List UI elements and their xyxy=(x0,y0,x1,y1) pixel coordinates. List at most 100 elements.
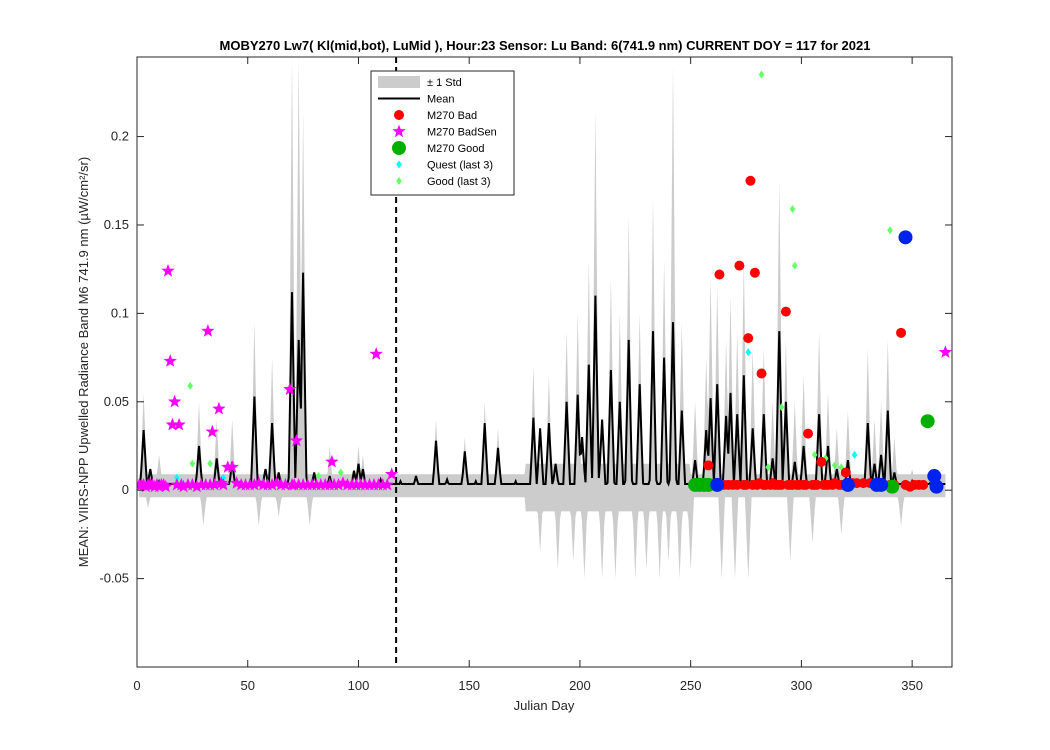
series-m270-badsen xyxy=(137,263,952,493)
legend-label: Quest (last 3) xyxy=(427,160,493,172)
series-m270-good xyxy=(688,414,935,494)
bad-point xyxy=(780,306,791,317)
legend-label: Good (last 3) xyxy=(427,176,491,188)
bad-point xyxy=(703,460,714,471)
x-axis-ticks: 0 50 100 150 200 250 300 350 xyxy=(133,57,923,693)
badsen-point xyxy=(161,263,175,277)
blue-point xyxy=(840,477,855,492)
y-tick-label: 0.1 xyxy=(111,305,129,320)
good-last3-point xyxy=(189,459,196,468)
y-tick-label: 0 xyxy=(122,482,129,497)
x-tick-label: 250 xyxy=(680,678,702,693)
bad-point xyxy=(743,333,754,344)
x-tick-label: 100 xyxy=(348,678,370,693)
badsen-point xyxy=(165,417,180,431)
good-point xyxy=(885,479,900,494)
y-tick-label: 0.05 xyxy=(104,394,129,409)
x-tick-label: 50 xyxy=(240,678,254,693)
good-last3-point xyxy=(187,381,193,390)
good-last3-point xyxy=(337,468,344,477)
badsen-point xyxy=(159,479,173,493)
bad-point xyxy=(918,479,929,490)
quest-point xyxy=(851,450,858,459)
x-tick-label: 150 xyxy=(458,678,480,693)
badsen-point xyxy=(163,354,177,367)
badsen-point xyxy=(156,477,171,491)
legend-label: M270 BadSen xyxy=(427,127,497,139)
badsen-point xyxy=(225,460,239,473)
bad-point xyxy=(745,175,756,186)
x-tick-label: 300 xyxy=(791,678,813,693)
badsen-point xyxy=(252,476,266,489)
badsen-point xyxy=(247,477,261,491)
badsen-point xyxy=(269,476,284,489)
badsen-point xyxy=(230,476,244,489)
legend-item: M270 Bad xyxy=(394,110,477,122)
bad-point xyxy=(840,467,851,478)
std-band xyxy=(139,57,946,579)
good-last3-point xyxy=(789,205,796,214)
blue-point xyxy=(874,477,889,492)
y-axis-title: MEAN: VIIRS-NPP Upwelled Radiance Band M… xyxy=(76,157,91,567)
x-tick-label: 0 xyxy=(133,678,140,693)
x-axis-title: Julian Day xyxy=(514,698,575,713)
legend-swatch xyxy=(394,110,404,120)
badsen-point xyxy=(205,424,219,438)
y-axis-ticks: -0.05 0 0.05 0.1 0.15 0.2 xyxy=(99,129,952,586)
badsen-point xyxy=(214,476,228,489)
bad-point xyxy=(756,368,767,379)
badsen-point xyxy=(201,324,215,337)
std-band-layer xyxy=(139,57,946,579)
badsen-point xyxy=(289,433,304,447)
badsen-point xyxy=(265,477,279,491)
badsen-point xyxy=(283,382,297,396)
legend: ± 1 Std Mean M270 Bad M270 BadSen M270 Good Q… xyxy=(370,70,515,196)
badsen-point xyxy=(369,347,383,360)
badsen-point xyxy=(190,479,204,493)
quest-point xyxy=(174,473,180,482)
legend-swatch xyxy=(396,177,402,185)
bad-point xyxy=(749,267,760,278)
quest-point xyxy=(745,348,752,357)
bad-point xyxy=(896,327,907,338)
y-tick-label: -0.05 xyxy=(99,571,129,586)
series-m270-blue xyxy=(710,230,944,494)
badsen-point xyxy=(207,477,222,491)
series-good-last-3- xyxy=(174,70,893,486)
legend-label: Mean xyxy=(427,94,455,106)
good-last3-point xyxy=(778,403,785,412)
legend-swatch xyxy=(392,141,406,155)
y-tick-label: 0.2 xyxy=(111,129,129,144)
good-last3-point xyxy=(207,459,213,468)
legend-label: ± 1 Std xyxy=(427,77,462,89)
good-last3-point xyxy=(831,461,838,470)
legend-item: Good (last 3) xyxy=(396,176,491,188)
badsen-point xyxy=(168,394,182,408)
badsen-point xyxy=(336,476,350,489)
legend-swatch xyxy=(396,160,402,169)
badsen-point xyxy=(185,477,199,491)
badsen-point xyxy=(385,467,399,480)
good-last3-point xyxy=(811,450,818,459)
good-point xyxy=(920,414,935,429)
badsen-point xyxy=(331,477,346,491)
legend-swatch xyxy=(378,76,420,88)
blue-point xyxy=(898,230,913,245)
badsen-point xyxy=(174,477,188,491)
bad-point xyxy=(803,428,814,439)
legend-label: M270 Good xyxy=(427,143,484,155)
good-last3-point xyxy=(765,463,771,472)
bad-point xyxy=(816,456,827,467)
blue-point xyxy=(710,477,725,492)
blue-point xyxy=(929,479,944,494)
badsen-point xyxy=(380,477,394,491)
legend-box xyxy=(370,70,515,196)
plot-area-frame xyxy=(136,56,953,668)
badsen-point xyxy=(938,345,952,358)
bad-point xyxy=(734,260,745,271)
badsen-point xyxy=(278,477,292,491)
legend-item: M270 BadSen xyxy=(392,124,497,139)
good-last3-point xyxy=(758,70,765,79)
badsen-point xyxy=(325,454,339,468)
